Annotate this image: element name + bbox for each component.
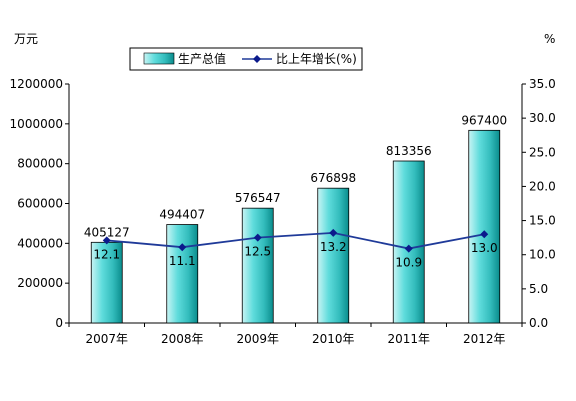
left-tick-label: 1200000 [10,77,63,91]
line-marker [329,228,338,237]
legend-bar-swatch [143,52,175,65]
right-tick-label: 25.0 [529,145,556,159]
line-value-label: 12.5 [244,245,271,259]
line-marker [178,243,187,252]
x-tick-label: 2009年 [236,332,279,346]
x-tick-label: 2010年 [312,332,355,346]
plot-area: 0 200000 400000 600000 800000 1000000 1200000 0… [10,77,556,346]
right-tick-label: 10.0 [529,248,556,262]
bar [392,160,425,324]
bar-value-label: 676898 [310,171,356,185]
left-tick-label: 600000 [17,197,63,211]
left-tick-label: 1000000 [10,117,63,131]
right-tick-label: 5.0 [529,282,548,296]
line-value-label: 13.0 [471,241,498,255]
bar [317,187,350,324]
bar-value-label: 576547 [235,191,281,205]
bar [90,241,123,324]
left-unit-label: 万元 [14,32,38,46]
right-tick-label: 0.0 [529,316,548,330]
bar [166,224,199,324]
legend: 生产总值 比上年增长(%) [129,47,363,71]
right-tick-label: 30.0 [529,111,556,125]
left-tick-label: 400000 [17,236,63,250]
right-tick-label: 15.0 [529,214,556,228]
right-tick-label: 35.0 [529,77,556,91]
line-value-label: 11.1 [169,254,196,268]
bar [468,129,501,324]
x-tick-label: 2012年 [463,332,506,346]
legend-line-label: 比上年增长(%) [276,52,357,66]
legend-bar-label: 生产总值 [178,51,226,66]
left-tick-label: 0 [55,316,63,330]
bar-value-label: 494407 [159,208,205,222]
left-tick-label: 800000 [17,157,63,171]
x-tick-label: 2008年 [161,332,204,346]
right-unit-label: % [544,32,555,46]
line-marker [253,233,262,242]
x-tick-label: 2007年 [85,332,128,346]
line-marker [480,230,489,239]
bar [241,207,274,324]
x-tick-label: 2011年 [387,332,430,346]
bar-value-label: 813356 [386,144,432,158]
line-value-label: 13.2 [320,240,347,254]
bar-value-label: 405127 [84,225,130,239]
left-tick-label: 200000 [17,276,63,290]
right-tick-label: 20.0 [529,179,556,193]
legend-marker-icon [253,55,261,63]
line-marker [102,236,111,245]
bar-value-label: 967400 [461,113,507,127]
line-value-label: 10.9 [395,256,422,270]
line-marker [404,244,413,253]
growth-line [106,231,485,250]
line-value-label: 12.1 [93,247,120,261]
